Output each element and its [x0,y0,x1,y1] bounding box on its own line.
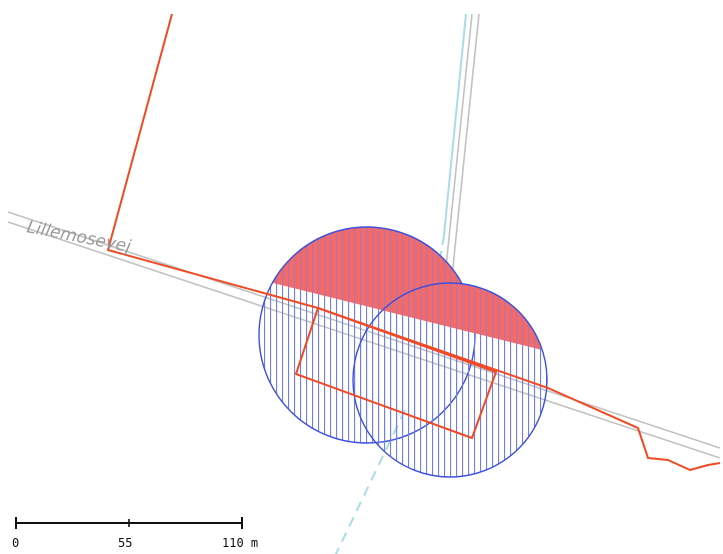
scale-label-start: 0 [12,536,19,550]
road-label: Lillemosevej [25,217,133,257]
scale-bar: 0 55 110 m [12,517,258,550]
scale-label-end: 110 m [222,536,258,550]
parcel-boundaries [107,13,721,471]
scale-label-mid: 55 [118,536,132,550]
